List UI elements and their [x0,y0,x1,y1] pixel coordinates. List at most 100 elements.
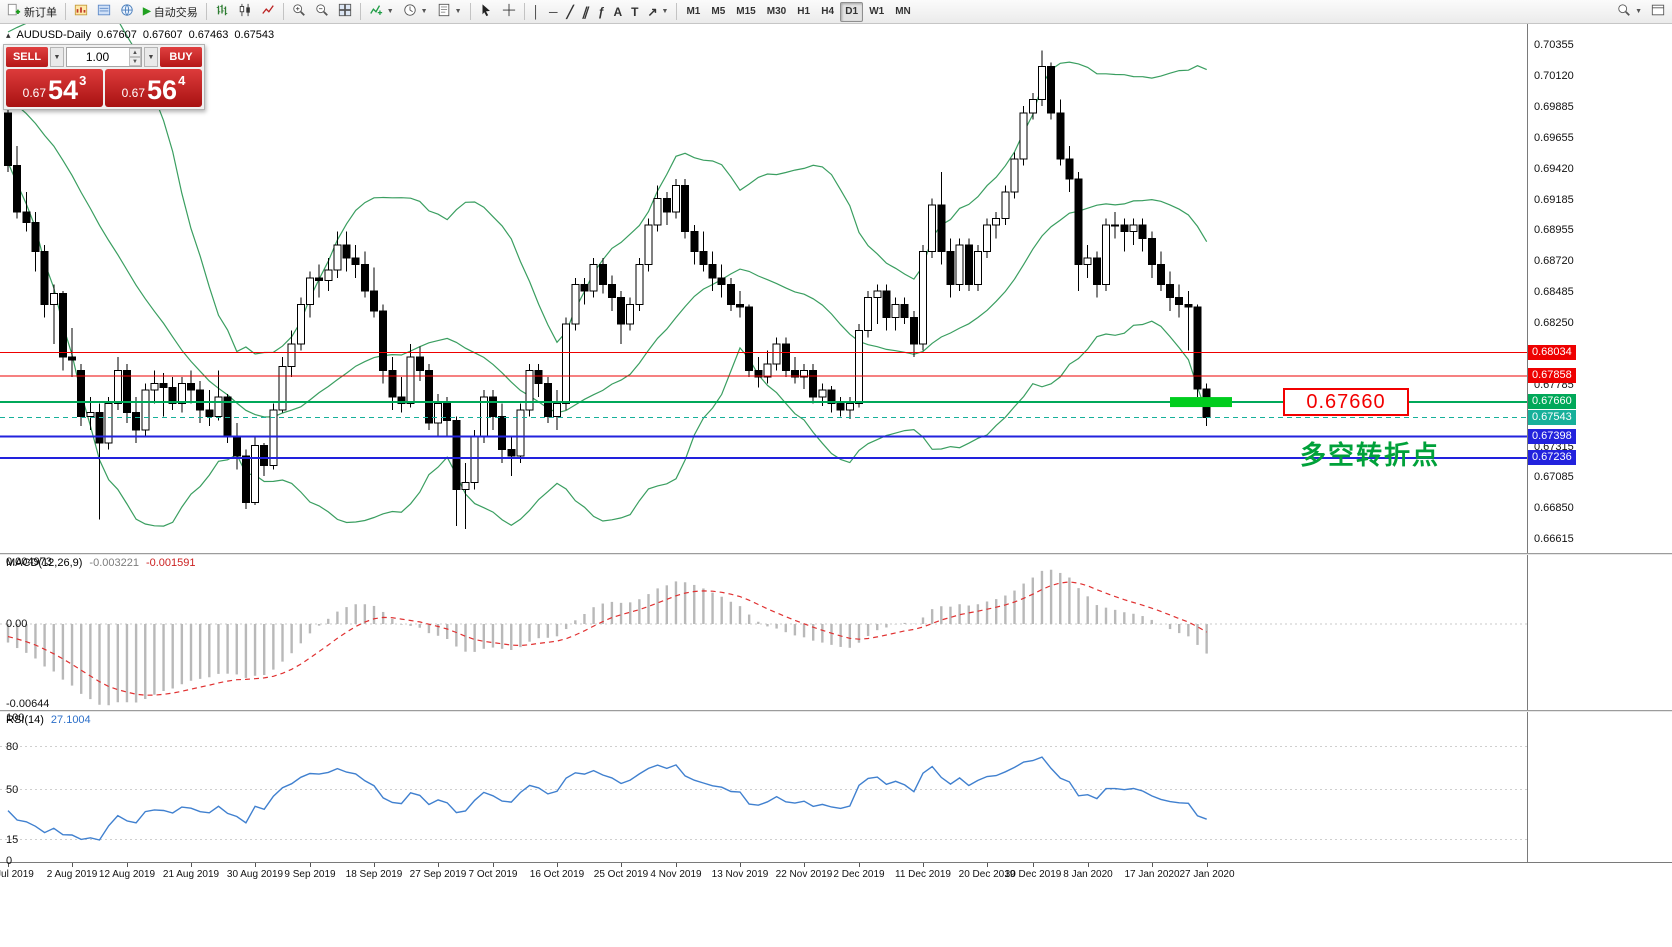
vertical-line-icon: │ [532,4,541,19]
timeframe-group: M1 M5 M15 M30 H1 H4 D1 W1 MN [681,1,915,22]
panel-separator[interactable] [0,553,1672,555]
zoom-in-icon [292,3,306,20]
price-axis-badge: 0.67858 [1528,368,1576,383]
one-click-trade-panel: SELL ▼ ▲ ▼ ▼ BUY 0.67 54 3 [3,44,205,110]
vertical-line-button[interactable]: │ [529,2,545,22]
periods-button[interactable]: ▼ [399,2,432,22]
timeframe-M1[interactable]: M1 [686,6,701,17]
volume-input[interactable] [66,47,142,67]
volume-up-button[interactable]: ▲ [129,48,141,57]
main-chart[interactable] [0,24,1527,553]
tile-windows-icon [338,3,352,20]
date-axis-label: 16 Oct 2019 [529,869,585,880]
templates-button[interactable]: ▼ [433,2,466,22]
date-axis-label: 12 Aug 2019 [98,869,156,880]
timeframe-M5[interactable]: M5 [711,6,726,17]
trendline-icon: ╱ [566,4,574,19]
crosshair-icon [502,3,516,20]
turning-point-annotation[interactable]: 多空转折点 [1300,440,1441,470]
sell-options-button[interactable]: ▼ [50,47,64,67]
arrows-button[interactable]: ↗ ▼ [643,2,672,22]
timeframe-D1[interactable]: D1 [840,1,864,22]
date-axis-label: 18 Sep 2019 [345,869,403,880]
date-axis-tick [804,863,805,867]
price-axis-label: 0.70120 [1534,70,1574,82]
sell-button[interactable]: SELL [6,47,48,67]
ohlc-low: 0.67463 [188,29,229,41]
label-button[interactable]: T [627,2,642,22]
timeframe-M15[interactable]: M15 [736,6,756,17]
timeframe-MN[interactable]: MN [895,6,911,17]
horizontal-line-button[interactable]: ─ [545,2,562,22]
zoom-out-icon [315,3,329,20]
text-button[interactable]: A [609,2,626,22]
search-button[interactable]: ▼ [1613,2,1646,22]
new-order-button[interactable]: 新订单 [3,2,61,22]
macd-label: MACD(12,26,9) [6,557,83,569]
volume-down-button[interactable]: ▼ [129,57,141,66]
date-axis-label: 4 Nov 2019 [650,869,702,880]
toolbar-separator [359,3,361,20]
crosshair-button[interactable] [498,2,520,22]
price-axis-label: 0.68955 [1534,224,1574,236]
panel-separator[interactable] [0,710,1672,712]
one-click-toggle-icon[interactable]: ▴ [6,29,11,40]
caret-down-icon: ▼ [53,53,61,61]
bar-chart-icon [215,3,229,20]
toolbar-separator [282,3,284,20]
cursor-button[interactable] [475,2,497,22]
chevron-down-icon: ▼ [661,8,669,15]
chart-ohlc-header: ▴ AUDUSD-Daily 0.67607 0.67607 0.67463 0… [6,29,274,41]
date-axis-tick [1207,863,1208,867]
chevron-down-icon: ▼ [420,8,428,15]
date-axis-tick [374,863,375,867]
toolbar-separator [676,3,678,20]
bid-price-big: 54 [48,75,79,106]
price-level-annotation-box[interactable]: 0.67660 [1283,388,1409,416]
indicators-button[interactable]: ▼ [365,2,398,22]
date-axis-label: 22 Nov 2019 [775,869,833,880]
new-window-button[interactable] [1647,2,1669,22]
price-axis-label: 0.70355 [1534,39,1574,51]
autotrading-button[interactable]: ▶ 自动交易 [139,2,202,22]
date-axis-tick [740,863,741,867]
ask-price-main: 0.67 [121,86,146,100]
label-icon: T [631,4,639,19]
fibonacci-button[interactable]: ƒ [594,2,609,22]
bar-chart-button[interactable] [211,2,233,22]
timeframe-H1[interactable]: H1 [797,6,811,17]
rsi-panel[interactable] [0,712,1527,862]
zoom-in-button[interactable] [288,2,310,22]
tile-windows-button[interactable] [334,2,356,22]
rsi-axis-label: 100 [6,712,25,724]
profiles-button[interactable] [93,2,115,22]
bid-price-display[interactable]: 0.67 54 3 [6,69,103,107]
line-chart-button[interactable] [257,2,279,22]
text-icon: A [613,4,623,19]
new-chart-button[interactable] [70,2,92,22]
ask-price-display[interactable]: 0.67 56 4 [105,69,202,107]
window-icon [1651,3,1665,20]
community-button[interactable] [116,2,138,22]
trendline-button[interactable]: ╱ [563,2,578,22]
buy-button[interactable]: BUY [160,47,202,67]
macd-panel[interactable] [0,555,1527,710]
date-axis-label: 25 Oct 2019 [593,869,649,880]
price-axis-label: 0.69885 [1534,101,1574,113]
timeframe-M30[interactable]: M30 [766,6,787,17]
template-icon [437,3,451,20]
date-axis-label: 11 Dec 2019 [895,869,951,880]
zoom-out-button[interactable] [311,2,333,22]
ohlc-high: 0.67607 [142,29,183,41]
timeframe-W1[interactable]: W1 [869,6,885,17]
timeframe-H4[interactable]: H4 [821,6,835,17]
channel-button[interactable]: ∥ [579,2,593,22]
date-axis-label: 27 Sep 2019 [409,869,467,880]
toolbar-separator [65,3,66,20]
buy-options-button[interactable]: ▼ [144,47,158,67]
chevron-down-icon: ▼ [1635,8,1642,15]
candlestick-chart-button[interactable] [234,2,256,22]
bid-price-main: 0.67 [22,86,47,100]
fibonacci-icon: ƒ [597,4,605,19]
